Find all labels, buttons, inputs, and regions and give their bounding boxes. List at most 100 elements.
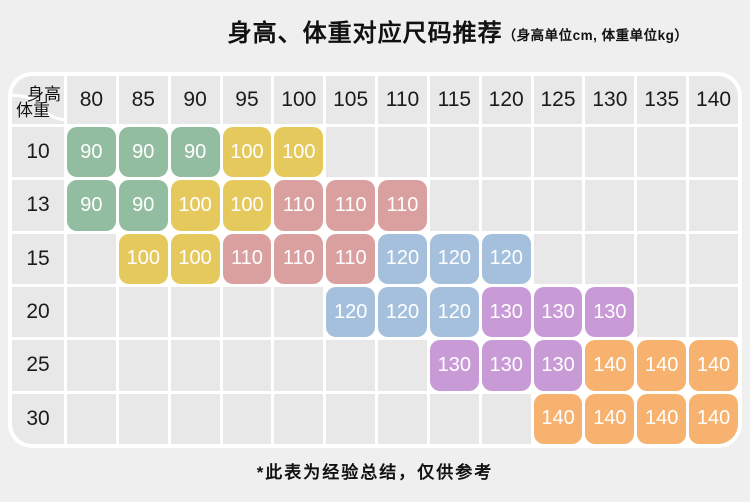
empty-cell [170,393,220,444]
height-header-140: 140 [689,76,738,124]
empty-cell [533,127,583,178]
weight-label-30: 30 [12,393,64,444]
page-title: 身高、体重对应尺码推荐 （身高单位cm, 体重单位kg） [228,13,689,48]
size-cell-105-13: 110 [326,180,376,231]
empty-cell [274,393,324,444]
size-cell-115-20: 120 [429,286,479,338]
empty-cell [585,180,635,231]
empty-cell [118,286,168,338]
empty-cell [67,286,116,338]
size-cell-130-30: 140 [585,393,635,444]
empty-cell [222,340,272,391]
height-header-95: 95 [222,76,272,124]
size-cell-95-13: 100 [222,180,272,231]
size-cell-120-20: 130 [481,286,531,338]
title-text: 身高、体重对应尺码推荐 [227,20,503,47]
height-header-80: 80 [67,76,116,124]
empty-cell [170,340,220,391]
corner-cell: 身高 体重 [12,76,64,124]
size-cell-100-15: 110 [274,233,324,284]
size-cell-125-20: 130 [533,286,583,338]
size-cell-125-25: 130 [533,340,583,391]
weight-label-25: 25 [12,340,64,391]
size-cell-120-25: 130 [481,340,531,391]
empty-cell [429,127,479,178]
size-cell-135-30: 140 [637,393,687,444]
empty-cell [585,233,635,284]
size-cell-80-10: 90 [67,127,116,178]
weight-label-13: 13 [12,180,64,231]
height-header-130: 130 [585,76,635,124]
empty-cell [429,180,479,231]
empty-cell [533,233,583,284]
empty-cell [378,393,427,444]
empty-cell [118,393,168,444]
empty-cell [118,340,168,391]
empty-cell [637,180,687,231]
empty-cell [481,127,531,178]
size-cell-115-25: 130 [429,340,479,391]
height-header-120: 120 [481,76,531,124]
size-cell-85-10: 90 [118,127,168,178]
size-cell-110-15: 120 [378,233,427,284]
height-header-110: 110 [378,76,427,124]
size-cell-135-25: 140 [637,340,687,391]
size-cell-100-13: 110 [274,180,324,231]
empty-cell [481,180,531,231]
size-cell-90-15: 100 [170,233,220,284]
size-cell-140-30: 140 [689,393,738,444]
empty-cell [689,233,738,284]
size-cell-90-13: 100 [170,180,220,231]
corner-height-label: 身高 [27,85,61,104]
size-cell-95-15: 110 [222,233,272,284]
size-chart-card: 身高 体重 80 85 90 95 100 105 110 115 120 125 130 135 14… [8,72,742,448]
size-cell-125-30: 140 [533,393,583,444]
size-cell-85-15: 100 [118,233,168,284]
size-table: 身高 体重 80 85 90 95 100 105 110 115 120 125 130 135 14… [12,76,738,444]
empty-cell [689,127,738,178]
empty-cell [429,393,479,444]
empty-cell [222,286,272,338]
empty-cell [326,340,376,391]
size-cell-90-10: 90 [170,127,220,178]
height-header-90: 90 [170,76,220,124]
empty-cell [274,286,324,338]
title-unit-note: （身高单位cm, 体重单位kg） [502,28,689,43]
size-cell-115-15: 120 [429,233,479,284]
size-cell-85-13: 90 [118,180,168,231]
height-header-135: 135 [637,76,687,124]
diagonal-divider-icon [12,93,64,122]
size-cell-80-13: 90 [67,180,116,231]
weight-label-15: 15 [12,233,64,284]
empty-cell [67,340,116,391]
size-cell-140-25: 140 [689,340,738,391]
height-header-125: 125 [533,76,583,124]
size-cell-105-15: 110 [326,233,376,284]
weight-label-10: 10 [12,127,64,178]
size-cell-130-20: 130 [585,286,635,338]
size-cell-110-20: 120 [378,286,427,338]
empty-cell [378,340,427,391]
empty-cell [585,127,635,178]
size-cell-130-25: 140 [585,340,635,391]
empty-cell [170,286,220,338]
height-header-115: 115 [429,76,479,124]
empty-cell [274,340,324,391]
empty-cell [637,286,687,338]
empty-cell [222,393,272,444]
height-header-105: 105 [326,76,376,124]
empty-cell [689,286,738,338]
size-cell-95-10: 100 [222,127,272,178]
empty-cell [67,233,116,284]
size-cell-110-13: 110 [378,180,427,231]
empty-cell [533,180,583,231]
weight-label-20: 20 [12,286,64,338]
empty-cell [326,127,376,178]
corner-weight-label: 体重 [16,101,50,120]
size-cell-120-15: 120 [481,233,531,284]
empty-cell [67,393,116,444]
size-cell-105-20: 120 [326,286,376,338]
height-header-100: 100 [274,76,324,124]
empty-cell [481,393,531,444]
footnote: *此表为经验总结，仅供参考 [256,463,494,482]
